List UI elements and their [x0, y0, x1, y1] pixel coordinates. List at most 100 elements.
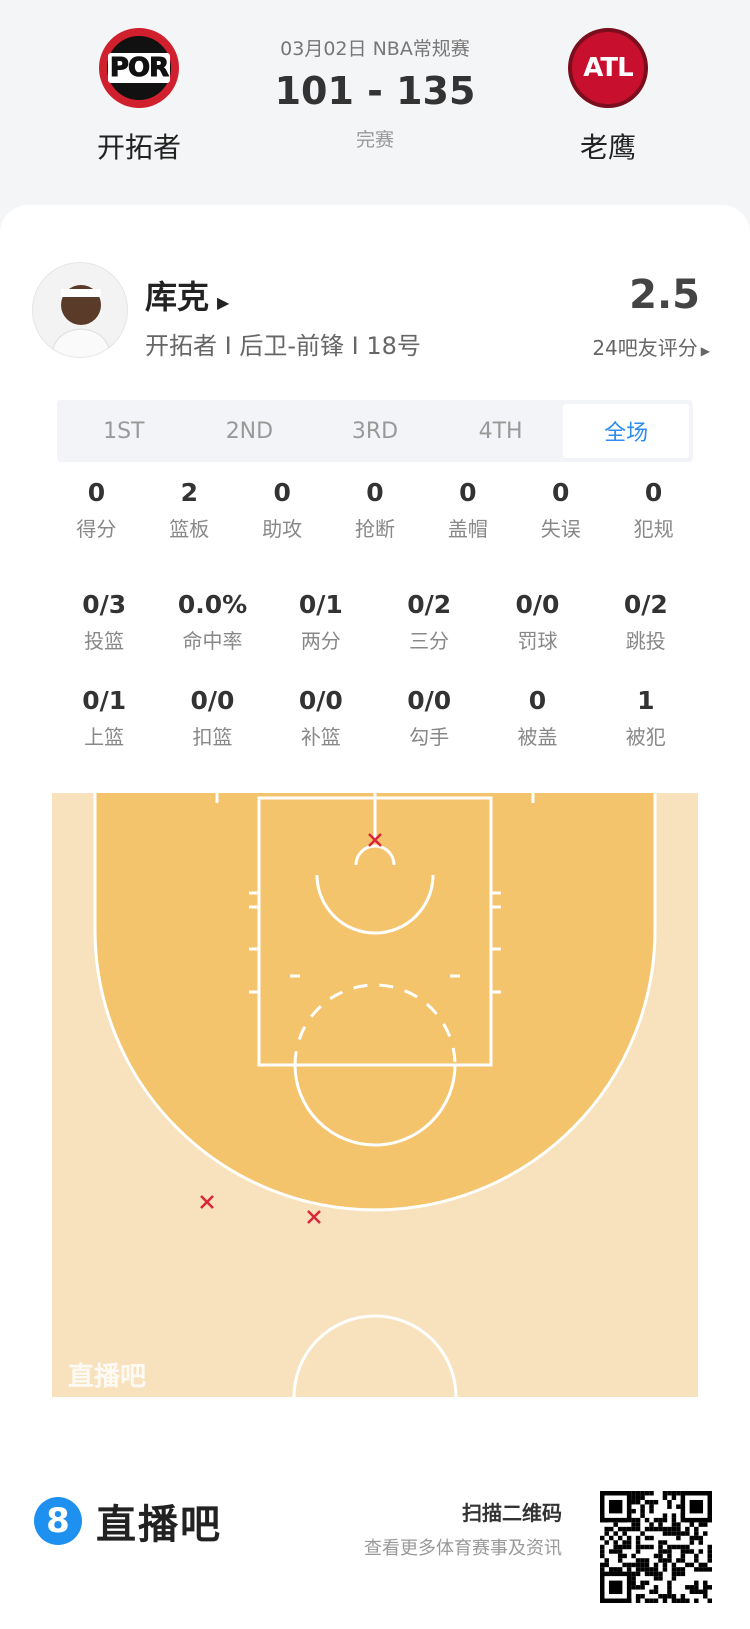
stat-value: 0 [644, 478, 663, 507]
stats-row: 0/1 上篮 0/0 扣篮 0/0 补篮 0/0 勾手 0 被盖 1 被犯 [50, 686, 700, 750]
stat-value: 0 [273, 478, 291, 507]
free-throw-dashed [293, 983, 457, 1066]
player-rating: 2.5 [629, 272, 700, 318]
stat-value: 0/2 [407, 590, 452, 619]
restricted-arc [354, 844, 396, 866]
stat-label: 盖帽 [447, 517, 488, 541]
por-logo: POR [99, 28, 179, 108]
center-circle [292, 1314, 458, 1397]
away-team-name: 老鹰 [579, 131, 636, 164]
stat-label: 助攻 [262, 517, 303, 541]
stat-item: 0/1 两分 [267, 590, 375, 654]
missed-shot-marker [368, 833, 382, 847]
brand-icon: 8 [34, 1497, 82, 1545]
tab-全场[interactable]: 全场 [563, 404, 689, 458]
stat-value: 0 [459, 478, 477, 507]
watermark: 直播吧 [68, 1362, 146, 1392]
period-tabs: 1ST 2ND 3RD 4TH 全场 [57, 400, 693, 462]
stat-item: 0 被盖 [483, 686, 591, 750]
brand-name: 直播吧 [96, 1502, 222, 1548]
stat-value: 0/1 [298, 590, 343, 619]
stat-label: 被盖 [517, 725, 558, 749]
stat-label: 补篮 [300, 725, 341, 749]
play-arrow-icon: ▶ [217, 293, 230, 312]
stat-label: 篮板 [169, 517, 210, 541]
stat-label: 命中率 [182, 629, 243, 653]
stat-value: 0/0 [407, 686, 452, 715]
stat-item: 2 篮板 [143, 478, 236, 542]
rating-link[interactable]: 24吧友评分 ▶ [592, 336, 710, 360]
match-info: 03月02日 NBA常规赛 101 - 135 完赛 [225, 34, 525, 152]
match-date: 03月02日 NBA常规赛 [280, 38, 470, 60]
stat-value: 0/0 [515, 590, 560, 619]
match-status: 完赛 [355, 129, 394, 151]
stats-row: 0/3 投篮 0.0% 命中率 0/1 两分 0/2 三分 0/0 罚球 0/2 跳投 [50, 590, 700, 654]
arrow-right-icon: ▶ [700, 344, 710, 358]
stat-value: 1 [637, 686, 655, 715]
player-name-link[interactable]: 库克 ▶ [145, 278, 230, 316]
away-team[interactable]: ATL 老鹰 [538, 28, 678, 166]
stat-item: 0/0 补篮 [267, 686, 375, 750]
stat-item: 0 得分 [50, 478, 143, 542]
free-throw-solid [293, 1064, 457, 1147]
stat-label: 被犯 [625, 725, 666, 749]
tab-2nd[interactable]: 2ND [225, 418, 274, 444]
stat-label: 上篮 [84, 725, 125, 749]
stat-value: 0.0% [177, 590, 248, 619]
stat-item: 0 助攻 [236, 478, 329, 542]
three-point-line [93, 793, 657, 1212]
hash-marks [215, 793, 535, 994]
stats-row: 0 得分 2 篮板 0 助攻 0 抢断 0 盖帽 0 失误 0 犯规 [50, 478, 700, 542]
stat-item: 0/2 跳投 [592, 590, 700, 654]
missed-shot-marker [307, 1210, 321, 1224]
stat-label: 两分 [300, 629, 341, 653]
missed-shot-marker [200, 1195, 214, 1209]
home-team-name: 开拓者 [96, 131, 181, 164]
tab-3rd[interactable]: 3RD [351, 418, 399, 444]
stat-label: 跳投 [625, 629, 666, 653]
stat-label: 勾手 [409, 725, 450, 749]
scan-text: 扫描二维码 查看更多体育赛事及资讯 [364, 1497, 562, 1560]
stat-value: 2 [180, 478, 198, 507]
stat-label: 三分 [409, 629, 450, 653]
match-score: 101 - 135 [274, 69, 476, 113]
stat-item: 0.0% 命中率 [158, 590, 266, 654]
stat-label: 犯规 [633, 517, 674, 541]
stat-item: 0 犯规 [607, 478, 700, 542]
stat-item: 0 抢断 [329, 478, 422, 542]
stat-value: 0/1 [82, 686, 127, 715]
qr-code[interactable] [600, 1491, 712, 1603]
stat-label: 投篮 [84, 629, 125, 653]
stat-label: 失误 [540, 517, 581, 541]
stat-value: 0 [87, 478, 106, 507]
atl-logo: ATL [568, 28, 648, 108]
tab-4th[interactable]: 4TH [478, 418, 523, 444]
player-info: 开拓者 I 后卫-前锋 I 18号 [145, 332, 421, 360]
shot-chart: 直播吧 [52, 793, 698, 1397]
rim-arc [315, 874, 435, 935]
stat-item: 0/0 勾手 [375, 686, 483, 750]
scan-title: 扫描二维码 [462, 1501, 562, 1525]
stat-item: 0 失误 [514, 478, 607, 542]
three-point-area [95, 793, 655, 1210]
stat-label: 得分 [76, 517, 117, 541]
player-avatar[interactable] [32, 262, 128, 358]
stat-value: 0 [528, 686, 547, 715]
stat-label: 扣篮 [192, 725, 233, 749]
stat-item: 0/2 三分 [375, 590, 483, 654]
home-team[interactable]: POR 开拓者 [69, 28, 209, 166]
stat-item: 0/0 罚球 [483, 590, 591, 654]
stat-value: 0/2 [623, 590, 668, 619]
stat-value: 0 [552, 478, 570, 507]
tab-1st[interactable]: 1ST [103, 418, 145, 444]
stat-item: 0/3 投篮 [50, 590, 158, 654]
stat-label: 罚球 [517, 629, 558, 653]
stat-item: 0/1 上篮 [50, 686, 158, 750]
scan-subtitle: 查看更多体育赛事及资讯 [364, 1538, 562, 1559]
brand-logo[interactable]: 8 直播吧 [34, 1492, 222, 1550]
stat-value: 0/3 [82, 590, 127, 619]
stat-value: 0/0 [298, 686, 343, 715]
stat-value: 0/0 [190, 686, 235, 715]
stat-value: 0 [366, 478, 384, 507]
stat-item: 1 被犯 [592, 686, 700, 750]
